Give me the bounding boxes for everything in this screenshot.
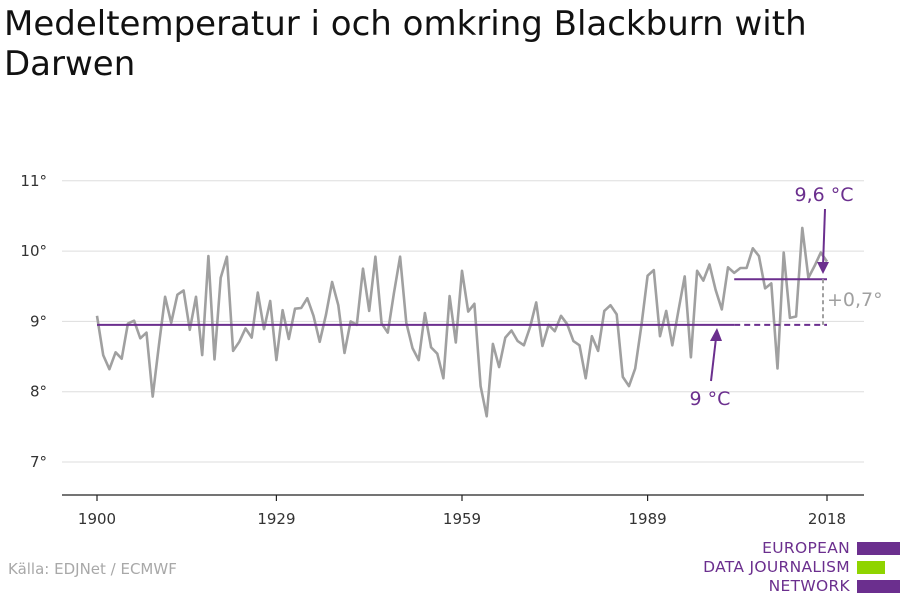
- x-axis: 1900 1929 1959 1989 2018: [62, 494, 864, 528]
- y-axis-labels: 7° 8° 9° 10° 11°: [20, 172, 47, 471]
- x-tick-label: 1959: [443, 510, 481, 528]
- y-tick-label: 8°: [30, 383, 47, 401]
- y-tick-label: 9°: [30, 312, 47, 330]
- x-tick-label: 1989: [628, 510, 666, 528]
- annotations: +0,7° 9,6 °C 9 °C: [690, 184, 883, 410]
- temperature-series-line: [95, 226, 829, 418]
- chart-title: Medeltemperatur i och omkring Blackburn …: [4, 4, 807, 84]
- x-tick-label: 1900: [78, 510, 116, 528]
- baseline-mean-label: 9 °C: [690, 388, 731, 410]
- y-tick-label: 7°: [30, 453, 47, 471]
- gridlines: [62, 180, 864, 463]
- logo-bar-purple-bottom: [857, 580, 900, 593]
- logo-text-european: EUROPEAN: [762, 539, 850, 557]
- source-note: Källa: EDJNet / ECMWF: [8, 560, 177, 578]
- y-tick-label: 11°: [20, 172, 47, 190]
- logo-text-data-journalism: DATA JOURNALISM: [703, 558, 850, 576]
- series-layer: [95, 226, 829, 418]
- logo-bar-purple-top: [857, 542, 900, 555]
- x-tick-label: 1929: [257, 510, 295, 528]
- baseline-mean-arrow: [710, 337, 717, 382]
- recent-mean-arrowhead: [817, 262, 829, 274]
- x-tick-label: 2018: [808, 510, 846, 528]
- logo-bar-green: [857, 561, 885, 574]
- y-tick-label: 10°: [20, 242, 47, 260]
- reference-lines: [97, 278, 827, 326]
- difference-label: +0,7°: [827, 289, 883, 311]
- logo-text-network: NETWORK: [768, 577, 850, 595]
- edjnet-logo: EUROPEAN DATA JOURNALISM NETWORK: [700, 538, 900, 596]
- baseline-mean-arrowhead: [710, 328, 722, 341]
- recent-mean-label: 9,6 °C: [794, 184, 853, 206]
- recent-mean-arrow: [822, 208, 826, 267]
